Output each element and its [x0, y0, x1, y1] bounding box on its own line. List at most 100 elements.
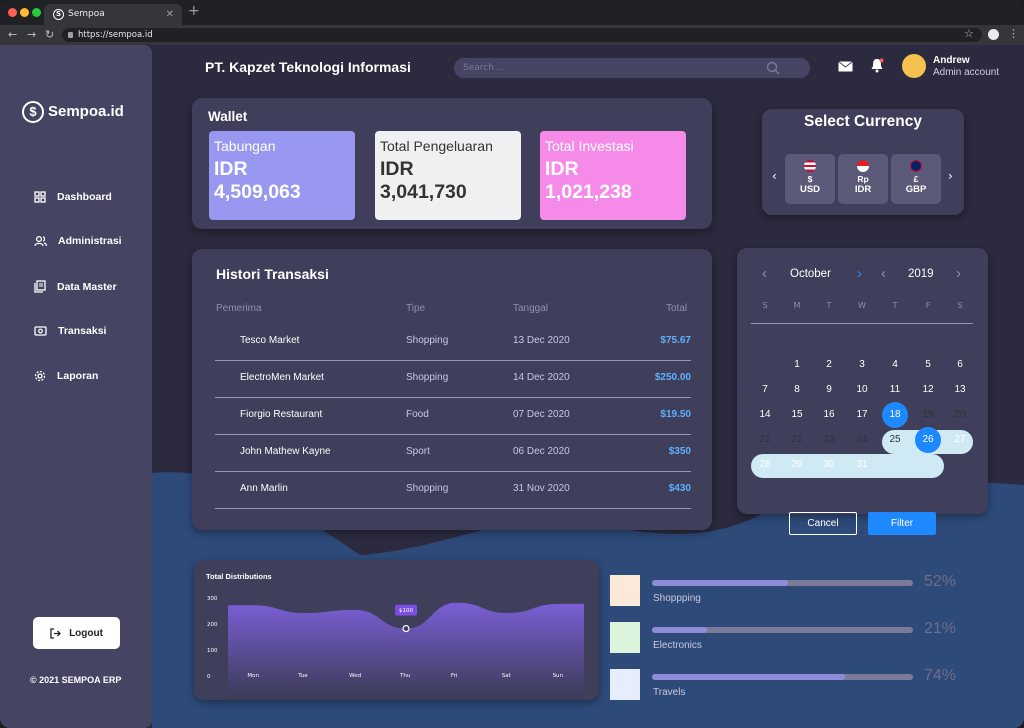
avatar[interactable]: [902, 54, 926, 78]
calendar-day[interactable]: 20: [954, 409, 966, 420]
prev-month-icon[interactable]: ‹: [762, 265, 767, 282]
distribution-chart-card: Total Distributions 300 200 100 0 $100 Mon T…: [194, 560, 599, 700]
area-chart: $100: [228, 602, 584, 700]
bookmark-star-icon[interactable]: ☆: [964, 27, 974, 40]
calendar-day[interactable]: 21: [791, 434, 803, 445]
calendar-day[interactable]: 25: [889, 434, 901, 445]
table-row[interactable]: Ann Marlin Shopping 31 Nov 2020 $430: [215, 472, 691, 509]
wallet-box-investasi[interactable]: Total Investasi IDR 1,021,238: [540, 131, 686, 220]
sidebar-item-transaksi[interactable]: Transaksi: [34, 325, 106, 337]
calendar-day[interactable]: 23: [823, 434, 835, 445]
sidebar-item-dashboard[interactable]: Dashboard: [34, 191, 112, 203]
search-input[interactable]: Search ...: [454, 58, 810, 78]
calendar-day[interactable]: 27: [954, 434, 966, 445]
menu-kebab-icon[interactable]: ⋮: [1008, 27, 1019, 40]
calendar-day[interactable]: 18: [882, 402, 908, 428]
us-flag-icon: [804, 160, 816, 172]
filter-button[interactable]: Filter: [868, 512, 936, 535]
wallet-box-label: Tabungan: [214, 138, 276, 154]
history-card: Histori Transaksi Pemerima Tipe Tanggal …: [192, 249, 712, 530]
wallet-card: Wallet Tabungan IDR 4,509,063 Total Peng…: [192, 98, 712, 229]
prev-year-icon[interactable]: ‹: [881, 265, 886, 282]
x-tick-label: Tue: [298, 673, 308, 679]
tab-bar: S Sempoa ✕ +: [0, 0, 1024, 25]
area-series: [228, 602, 584, 700]
calendar-day[interactable]: 12: [922, 384, 934, 395]
sidebar-item-label: Transaksi: [58, 325, 107, 337]
maximize-window-button[interactable]: [32, 8, 41, 17]
search-icon[interactable]: [766, 61, 780, 75]
annotation-bubble: [395, 604, 417, 616]
sidebar-item-laporan[interactable]: Laporan: [34, 370, 98, 382]
chevron-right-icon[interactable]: ›: [948, 169, 953, 183]
calendar-day[interactable]: 8: [794, 384, 800, 395]
close-window-button[interactable]: [8, 8, 17, 17]
new-tab-icon[interactable]: +: [188, 3, 200, 19]
cell-total: $350: [668, 446, 691, 457]
calendar-day[interactable]: 3: [859, 359, 865, 370]
cell-total: $430: [668, 483, 691, 494]
calendar-day[interactable]: 31: [856, 459, 868, 470]
currency-code: USD: [799, 184, 821, 195]
cancel-button[interactable]: Cancel: [789, 512, 857, 535]
close-tab-icon[interactable]: ✕: [165, 9, 174, 20]
calendar-day[interactable]: 4: [892, 359, 898, 370]
cell-type: Food: [406, 409, 429, 420]
forward-icon[interactable]: →: [27, 28, 37, 41]
calendar-day[interactable]: 26: [915, 427, 941, 453]
legend-percent: 52%: [924, 573, 957, 590]
logout-button[interactable]: Logout: [33, 617, 120, 649]
next-year-icon[interactable]: ›: [956, 265, 961, 282]
calendar-day[interactable]: 29: [791, 459, 803, 470]
wallet-box-pengeluaran[interactable]: Total Pengeluaran IDR 3,041,730: [375, 131, 521, 220]
profile-icon[interactable]: [988, 29, 999, 40]
cell-name: Fiorgio Restaurant: [240, 409, 323, 420]
currency-option-idr[interactable]: Rp IDR: [838, 154, 888, 204]
calendar-day[interactable]: 11: [889, 384, 901, 395]
calendar-day[interactable]: 5: [925, 359, 931, 370]
calendar-day[interactable]: 28: [759, 459, 771, 470]
sempoa-favicon-icon: S: [53, 9, 64, 20]
browser-tab[interactable]: S Sempoa ✕: [44, 4, 182, 25]
calendar-day[interactable]: 6: [957, 359, 963, 370]
column-header: Tipe: [406, 303, 426, 314]
calendar-day[interactable]: 1: [794, 359, 800, 370]
calendar-day[interactable]: 21: [759, 434, 771, 445]
calendar-day[interactable]: 14: [759, 409, 771, 420]
cell-type: Shopping: [406, 483, 449, 494]
bell-icon[interactable]: [870, 58, 884, 73]
currency-option-usd[interactable]: $ USD: [785, 154, 835, 204]
calendar-day[interactable]: 19: [922, 409, 934, 420]
url-field[interactable]: https://sempoa.id: [62, 28, 982, 42]
sidebar-item-data-master[interactable]: Data Master: [34, 280, 117, 293]
calendar-day[interactable]: 7: [762, 384, 768, 395]
table-row[interactable]: John Mathew Kayne Sport 06 Dec 2020 $350: [215, 435, 691, 472]
calendar-day[interactable]: 24: [856, 434, 868, 445]
calendar-day[interactable]: 9: [826, 384, 832, 395]
minimize-window-button[interactable]: [20, 8, 29, 17]
wallet-box-tabungan[interactable]: Tabungan IDR 4,509,063: [209, 131, 355, 220]
x-tick-label: Fri: [450, 673, 458, 679]
currency-option-gbp[interactable]: £ GBP: [891, 154, 941, 204]
back-icon[interactable]: ←: [8, 28, 18, 41]
calendar-day[interactable]: 2: [826, 359, 832, 370]
sidebar-item-administrasi[interactable]: Administrasi: [34, 235, 122, 247]
calendar-day[interactable]: 13: [954, 384, 966, 395]
brand-logo[interactable]: $ Sempoa.id: [22, 101, 124, 123]
calendar-day[interactable]: 30: [823, 459, 835, 470]
table-row[interactable]: Fiorgio Restaurant Food 07 Dec 2020 $19.50: [215, 398, 691, 435]
mail-icon[interactable]: [838, 61, 853, 72]
data-point-marker[interactable]: [402, 624, 410, 633]
reload-icon[interactable]: ↻: [45, 28, 55, 41]
progress-bar: [652, 580, 913, 586]
gear-icon: [34, 370, 46, 382]
chevron-left-icon[interactable]: ‹: [772, 169, 777, 183]
currency-code: IDR: [854, 184, 872, 195]
calendar-day[interactable]: 17: [856, 409, 868, 420]
next-month-icon[interactable]: ›: [857, 265, 862, 282]
table-row[interactable]: Tesco Market Shopping 13 Dec 2020 $75.67: [215, 324, 691, 361]
table-row[interactable]: ElectroMen Market Shopping 14 Dec 2020 $250…: [215, 361, 691, 398]
calendar-day[interactable]: 15: [791, 409, 803, 420]
calendar-day[interactable]: 10: [856, 384, 868, 395]
calendar-day[interactable]: 16: [823, 409, 835, 420]
